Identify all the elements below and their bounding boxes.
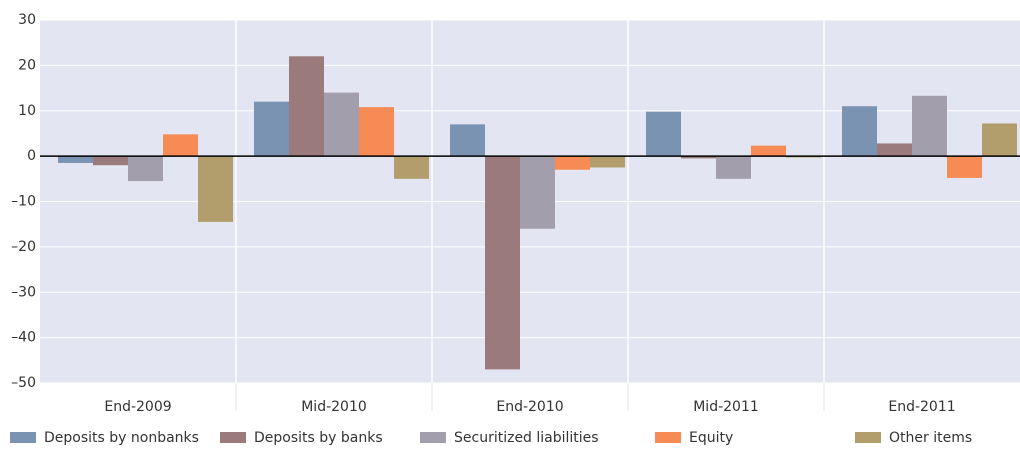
legend-swatch [655,432,681,443]
y-tick-label: 10 [18,103,36,119]
bar [555,156,590,170]
legend-label: Deposits by banks [254,430,383,446]
x-tick-label: Mid-2011 [693,399,759,415]
y-tick-label: 30 [18,12,36,28]
bar [520,156,555,229]
bar [128,156,163,182]
y-tick-label: –10 [11,194,36,210]
legend-swatch [855,432,881,443]
x-tick-label: Mid-2010 [301,399,367,415]
bar [93,156,128,166]
bar [877,143,912,157]
bar [751,145,786,157]
bar [947,156,982,178]
legend-swatch [10,432,36,443]
bar [912,95,947,157]
bar [450,124,485,157]
bar [394,156,429,179]
bar [289,56,324,157]
bar [842,106,877,157]
legend-label: Other items [889,430,972,446]
y-tick-label: –20 [11,239,36,255]
legend-swatch [420,432,446,443]
legend-label: Securitized liabilities [454,430,599,446]
bar [590,156,625,168]
y-tick-label: –50 [11,375,36,391]
bar [58,156,93,163]
bar [681,156,716,159]
bar [324,92,359,157]
x-tick-label: End-2011 [888,399,955,415]
y-tick-label: 0 [27,148,36,164]
bar [982,123,1017,157]
legend-label: Deposits by nonbanks [44,430,199,446]
bar [163,134,198,157]
bar [485,156,520,370]
bar [716,156,751,179]
bar [359,107,394,157]
x-tick-label: End-2009 [104,399,171,415]
y-tick-label: –40 [11,330,36,346]
y-tick-label: 20 [18,57,36,73]
bar [254,101,289,157]
legend-label: Equity [689,430,733,446]
legend-swatch [220,432,246,443]
y-tick-label: –30 [11,284,36,300]
bar [646,111,681,157]
x-tick-label: End-2010 [496,399,563,415]
bar [198,156,233,222]
